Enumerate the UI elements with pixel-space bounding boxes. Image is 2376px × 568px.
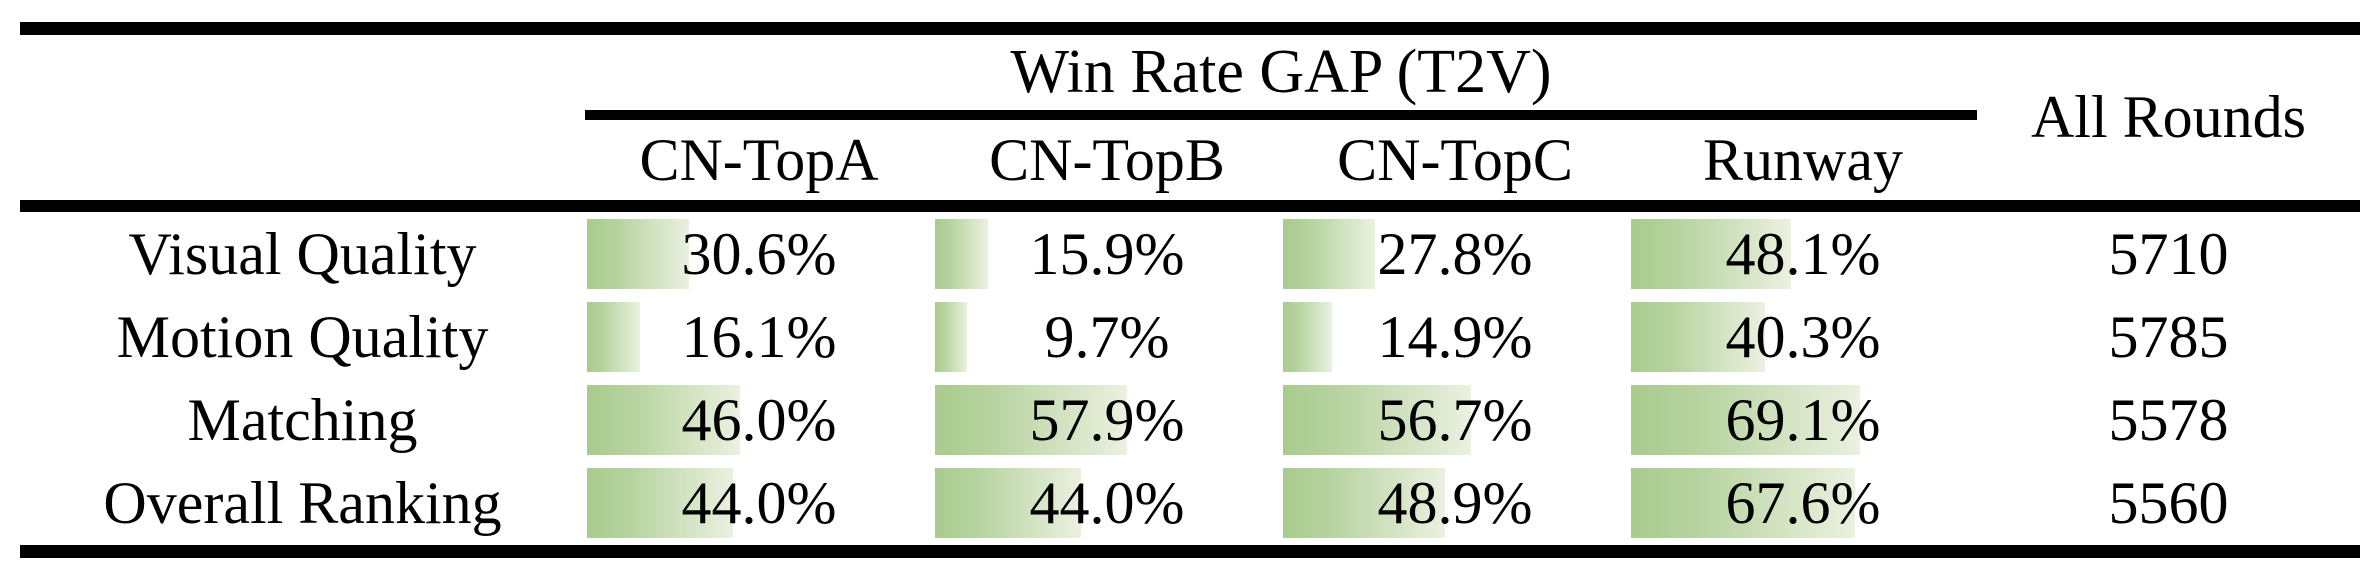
win-rate-value: 46.0% — [681, 387, 837, 454]
win-rate-cell: 48.9% — [1281, 462, 1629, 545]
win-rate-value: 67.6% — [1725, 470, 1881, 537]
win-rate-bar — [935, 385, 1128, 456]
win-rate-bar — [587, 468, 734, 539]
win-rate-cell: 16.1% — [585, 295, 933, 378]
win-rate-cell: 14.9% — [1281, 295, 1629, 378]
win-rate-cell: 67.6% — [1629, 462, 1977, 545]
win-rate-value: 57.9% — [1029, 387, 1185, 454]
top-rule — [20, 22, 2360, 35]
win-rate-cell: 44.0% — [585, 462, 933, 545]
win-rate-bar — [1283, 301, 1333, 372]
win-rate-bar — [935, 301, 968, 372]
all-rounds-value: 5578 — [2108, 387, 2229, 454]
win-rate-cell: 40.3% — [1629, 295, 1977, 378]
win-rate-value: 15.9% — [1029, 220, 1185, 287]
win-rate-bar — [587, 218, 689, 289]
win-rate-cell: 48.1% — [1629, 212, 1977, 295]
win-rate-value: 14.9% — [1377, 303, 1533, 370]
win-rate-bar — [1631, 468, 1856, 539]
column-header-cn-topb: CN-TopB — [989, 127, 1225, 193]
win-rate-value: 16.1% — [681, 303, 837, 370]
row-label: Overall Ranking — [103, 470, 502, 537]
win-rate-cell: 46.0% — [585, 379, 933, 462]
win-rate-cell: 56.7% — [1281, 379, 1629, 462]
win-rate-bar — [1631, 301, 1765, 372]
bottom-rule — [20, 545, 2360, 558]
all-rounds-value: 5785 — [2108, 303, 2229, 370]
win-rate-bar — [935, 468, 1082, 539]
win-rate-cell: 27.8% — [1281, 212, 1629, 295]
win-rate-value: 44.0% — [1029, 470, 1185, 537]
header-rule — [20, 200, 2360, 212]
win-rate-cell: 30.6% — [585, 212, 933, 295]
row-label: Visual Quality — [128, 220, 477, 287]
all-rounds-header: All Rounds — [2030, 83, 2307, 150]
win-rate-value: 56.7% — [1377, 387, 1533, 454]
win-rate-value: 27.8% — [1377, 220, 1533, 287]
table-row: Matching 46.0% 57.9% 56.7% 69.1% 5578 — [20, 379, 2360, 462]
table-row: Overall Ranking 44.0% 44.0% 48.9% 67.6% 5560 — [20, 462, 2360, 545]
win-rate-bar — [1631, 218, 1791, 289]
win-rate-cell: 15.9% — [933, 212, 1281, 295]
win-rate-value: 69.1% — [1725, 387, 1881, 454]
win-rate-cell: 69.1% — [1629, 379, 1977, 462]
table-row: Visual Quality 30.6% 15.9% 27.8% 48.1% 5710 — [20, 212, 2360, 295]
win-rate-value: 30.6% — [681, 220, 837, 287]
group-header-win-rate-gap: Win Rate GAP (T2V) — [1010, 37, 1552, 106]
win-rate-value: 48.9% — [1377, 470, 1533, 537]
win-rate-bar — [1631, 385, 1861, 456]
column-header-row: CN-TopA CN-TopB CN-TopC Runway — [585, 120, 1977, 200]
win-rate-bar — [1283, 385, 1472, 456]
win-rate-value: 48.1% — [1725, 220, 1881, 287]
win-rate-value: 9.7% — [1044, 303, 1170, 370]
win-rate-bar — [587, 385, 740, 456]
all-rounds-value: 5560 — [2108, 470, 2229, 537]
win-rate-cell: 44.0% — [933, 462, 1281, 545]
column-header-cn-topa: CN-TopA — [639, 127, 879, 193]
win-rate-cell: 57.9% — [933, 379, 1281, 462]
win-rate-value: 44.0% — [681, 470, 837, 537]
column-header-cn-topc: CN-TopC — [1337, 127, 1573, 193]
row-label: Matching — [187, 387, 418, 454]
win-rate-bar — [587, 301, 641, 372]
column-header-runway: Runway — [1703, 127, 1903, 193]
all-rounds-value: 5710 — [2108, 220, 2229, 287]
win-rate-cell: 9.7% — [933, 295, 1281, 378]
table-body: Visual Quality 30.6% 15.9% 27.8% 48.1% 5710 Mo… — [20, 212, 2360, 545]
row-label: Motion Quality — [116, 303, 489, 370]
win-rate-bar — [1283, 468, 1446, 539]
table-row: Motion Quality 16.1% 9.7% 14.9% 40.3% 5785 — [20, 295, 2360, 378]
win-rate-bar — [1283, 218, 1376, 289]
win-rate-value: 40.3% — [1725, 303, 1881, 370]
win-rate-bar — [935, 218, 988, 289]
group-span-rule — [585, 110, 1977, 120]
